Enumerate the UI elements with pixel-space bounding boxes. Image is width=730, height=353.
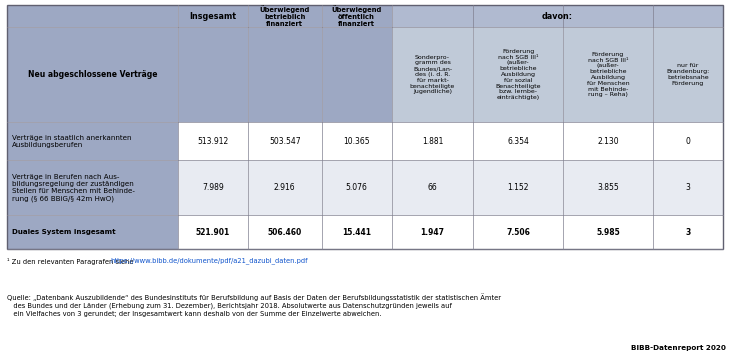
Bar	[322, 27, 391, 122]
Text: davon:: davon:	[542, 12, 572, 20]
Text: Quelle: „Datenbank Auszubildende“ des Bundesinstituts für Berufsbildung auf Basi: Quelle: „Datenbank Auszubildende“ des Bu…	[7, 293, 502, 317]
Text: ¹ Zu den relevanten Paragrafen siehe: ¹ Zu den relevanten Paragrafen siehe	[7, 258, 136, 265]
Bar	[322, 161, 391, 215]
Text: 15.441: 15.441	[342, 228, 371, 237]
Text: 1.881: 1.881	[422, 137, 443, 146]
Bar	[653, 215, 723, 249]
Text: 513.912: 513.912	[197, 137, 228, 146]
Text: Verträge in staatlich anerkannten
Ausbildungsberufen: Verträge in staatlich anerkannten Ausbil…	[12, 135, 131, 148]
Bar	[322, 215, 391, 249]
Text: Sonderpro-
gramm des
Bundes/Lan-
des (i. d. R.
für markt-
benachteiligte
Jugendl: Sonderpro- gramm des Bundes/Lan- des (i.…	[410, 55, 455, 95]
Text: Insgesamt: Insgesamt	[190, 12, 237, 20]
Text: 5.076: 5.076	[346, 184, 368, 192]
Text: Förderung
nach SGB III¹
(außer-
betriebliche
Ausbildung
für sozial
Benachteiligt: Förderung nach SGB III¹ (außer- betriebl…	[496, 49, 541, 100]
Bar	[653, 27, 723, 122]
Text: 66: 66	[428, 184, 437, 192]
Text: 3: 3	[685, 184, 690, 192]
Bar	[178, 122, 248, 161]
Text: Überwiegend
betrieblich
finanziert: Überwiegend betrieblich finanziert	[260, 5, 310, 27]
Text: 503.547: 503.547	[269, 137, 301, 146]
Text: Verträge in Berufen nach Aus-
bildungsregelung der zuständigen
Stellen für Mensc: Verträge in Berufen nach Aus- bildungsre…	[12, 174, 134, 202]
Text: Duales System insgesamt: Duales System insgesamt	[12, 229, 115, 235]
Bar	[178, 215, 248, 249]
Bar	[391, 5, 723, 27]
Text: nur für
Brandenburg:
betriebsnahe
Förderung: nur für Brandenburg: betriebsnahe Förder…	[666, 63, 710, 86]
Text: Neu abgeschlossene Verträge: Neu abgeschlossene Verträge	[28, 70, 158, 79]
Bar	[178, 27, 248, 122]
Bar	[391, 215, 473, 249]
Text: https://www.bibb.de/dokumente/pdf/a21_dazubi_daten.pdf: https://www.bibb.de/dokumente/pdf/a21_da…	[110, 258, 307, 264]
Text: 2.916: 2.916	[274, 184, 296, 192]
Text: 0: 0	[685, 137, 690, 146]
Text: 2.130: 2.130	[597, 137, 619, 146]
Bar	[178, 161, 248, 215]
Text: Überwiegend
öffentlich
finanziert: Überwiegend öffentlich finanziert	[331, 5, 382, 27]
Text: 521.901: 521.901	[196, 228, 230, 237]
Bar	[473, 215, 563, 249]
Bar	[653, 122, 723, 161]
Text: 6.354: 6.354	[507, 137, 529, 146]
Bar	[248, 215, 322, 249]
Text: 1.947: 1.947	[420, 228, 445, 237]
Text: BIBB-Datenreport 2020: BIBB-Datenreport 2020	[631, 345, 726, 351]
Text: 10.365: 10.365	[343, 137, 370, 146]
Bar	[7, 215, 178, 249]
Bar	[653, 161, 723, 215]
Text: 3.855: 3.855	[597, 184, 619, 192]
Text: 5.985: 5.985	[596, 228, 620, 237]
Bar	[7, 5, 178, 27]
Bar	[248, 5, 322, 27]
Bar	[322, 122, 391, 161]
Text: 7.506: 7.506	[507, 228, 530, 237]
Bar	[322, 5, 391, 27]
Bar	[563, 215, 653, 249]
Text: 3: 3	[685, 228, 691, 237]
Bar	[178, 5, 248, 27]
Text: 7.989: 7.989	[202, 184, 224, 192]
Text: Förderung
nach SGB III¹
(außer-
betriebliche
Ausbildung
für Menschen
mit Behinde: Förderung nach SGB III¹ (außer- betriebl…	[587, 52, 629, 97]
Text: 506.460: 506.460	[268, 228, 302, 237]
Text: 1.152: 1.152	[507, 184, 529, 192]
